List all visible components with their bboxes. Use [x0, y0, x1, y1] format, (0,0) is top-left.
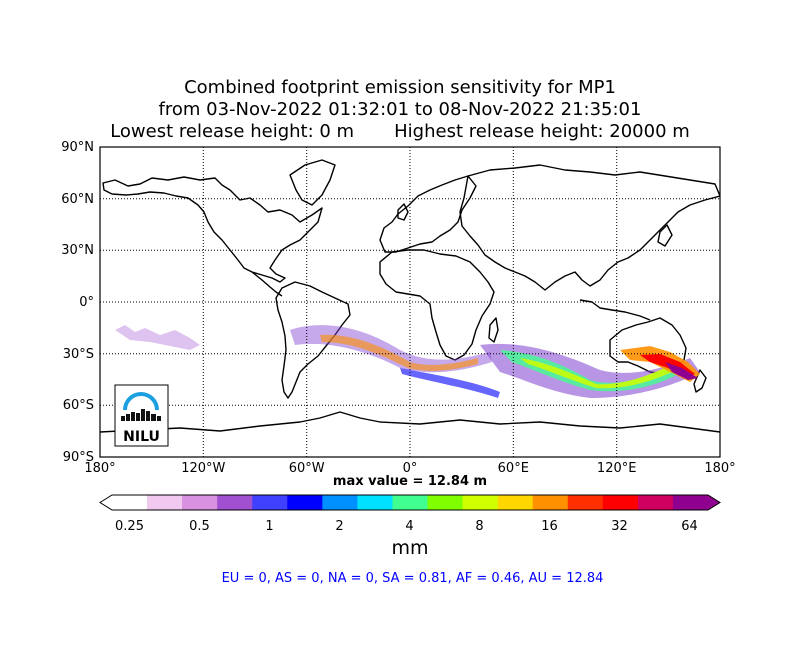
- colorbar-tick-8: 64: [681, 519, 698, 534]
- lon-label-180e: 180°: [704, 461, 735, 476]
- colorbar-segment: [392, 495, 429, 510]
- colorbar-extend-max: [708, 495, 720, 510]
- coastline-europe: [379, 175, 477, 253]
- coastline-antarctica: [100, 411, 720, 433]
- coastline-madagascar: [488, 317, 499, 343]
- logo-buildings-icon: [121, 409, 161, 421]
- colorbar-tick-1: 0.5: [189, 519, 210, 534]
- lon-label-180w: 180°: [84, 461, 115, 476]
- colorbar-segment: [532, 495, 569, 510]
- lat-label-30s: 30°S: [63, 347, 94, 362]
- colorbar-tick-4: 4: [405, 519, 413, 534]
- map-title-line-2: from 03-Nov-2022 01:32:01 to 08-Nov-2022…: [158, 99, 642, 120]
- colorbar-outline: [99, 494, 721, 511]
- logo-arc-icon: [123, 392, 159, 411]
- coastline-new-zealand: [693, 369, 707, 393]
- lat-label-60n: 60°N: [61, 192, 94, 207]
- lon-label-120w: 120°W: [181, 461, 225, 476]
- colorbar-tick-5: 8: [475, 519, 483, 534]
- lat-label-0: 0°: [79, 295, 94, 310]
- colorbar-segment: [217, 495, 253, 510]
- lon-label-0: 0°: [403, 461, 418, 476]
- colorbar-segment: [427, 495, 464, 510]
- emission-plume: [115, 325, 700, 398]
- lon-label-60w: 60°W: [289, 461, 325, 476]
- coastline-africa: [379, 249, 495, 361]
- colorbar-segment: [357, 495, 393, 510]
- lat-label-90s: 90°S: [63, 450, 94, 465]
- colorbar-tick-3: 2: [335, 519, 343, 534]
- colorbar-segment: [322, 495, 358, 510]
- colorbar-tick-7: 32: [611, 519, 628, 534]
- nilu-logo: NILU: [114, 384, 169, 447]
- map-frame: [99, 146, 721, 458]
- lon-label-60e: 60°E: [498, 461, 529, 476]
- colorbar-segment: [567, 495, 604, 510]
- lat-label-90n: 90°N: [61, 140, 94, 155]
- colorbar-extend-min: [100, 495, 112, 510]
- colorbar-tick-2: 1: [265, 519, 273, 534]
- coastline-greenland: [289, 159, 336, 206]
- max-value-label: max value = 12.84 m: [332, 474, 488, 489]
- latitude-labels: 90°N 60°N 30°N 0° 30°S 60°S 90°S: [61, 140, 94, 465]
- world-map: [100, 159, 720, 433]
- coastline-south-america: [275, 281, 351, 399]
- colorbar-tick-labels: 0.25 0.5 1 2 4 8 16 32 64: [115, 519, 698, 534]
- colorbar-segment: [497, 495, 534, 510]
- lat-label-60s: 60°S: [63, 398, 94, 413]
- colorbar-segment: [462, 495, 499, 510]
- colorbar-tick-0: 0.25: [115, 519, 144, 534]
- logo-text: NILU: [123, 429, 160, 445]
- colorbar: [99, 494, 721, 511]
- colorbar-segment: [182, 495, 218, 510]
- colorbar-segment: [602, 495, 639, 510]
- longitude-labels: 180° 120°W 60°W 0° 60°E 120°E 180°: [84, 461, 735, 476]
- colorbar-segment: [287, 495, 323, 510]
- coastline-north-america: [102, 176, 323, 283]
- lat-label-30n: 30°N: [61, 243, 94, 258]
- region-totals-footer: EU = 0, AS = 0, NA = 0, SA = 0.81, AF = …: [221, 571, 604, 586]
- colorbar-segment: [112, 495, 148, 510]
- coastline-asia: [459, 164, 720, 291]
- map-title-line-3: Lowest release height: 0 m Highest relea…: [110, 121, 690, 142]
- colorbar-tick-6: 16: [541, 519, 558, 534]
- colorbar-segment: [147, 495, 183, 510]
- colorbar-unit-label: mm: [391, 537, 429, 559]
- coastline-japan: [657, 224, 673, 247]
- colorbar-segment: [637, 495, 674, 510]
- lon-label-120e: 120°E: [597, 461, 637, 476]
- map-title-line-1: Combined footprint emission sensitivity …: [184, 77, 616, 98]
- map-gridlines: [100, 147, 720, 457]
- coastline-britain: [397, 203, 409, 221]
- colorbar-segment: [672, 495, 709, 510]
- colorbar-segment: [252, 495, 288, 510]
